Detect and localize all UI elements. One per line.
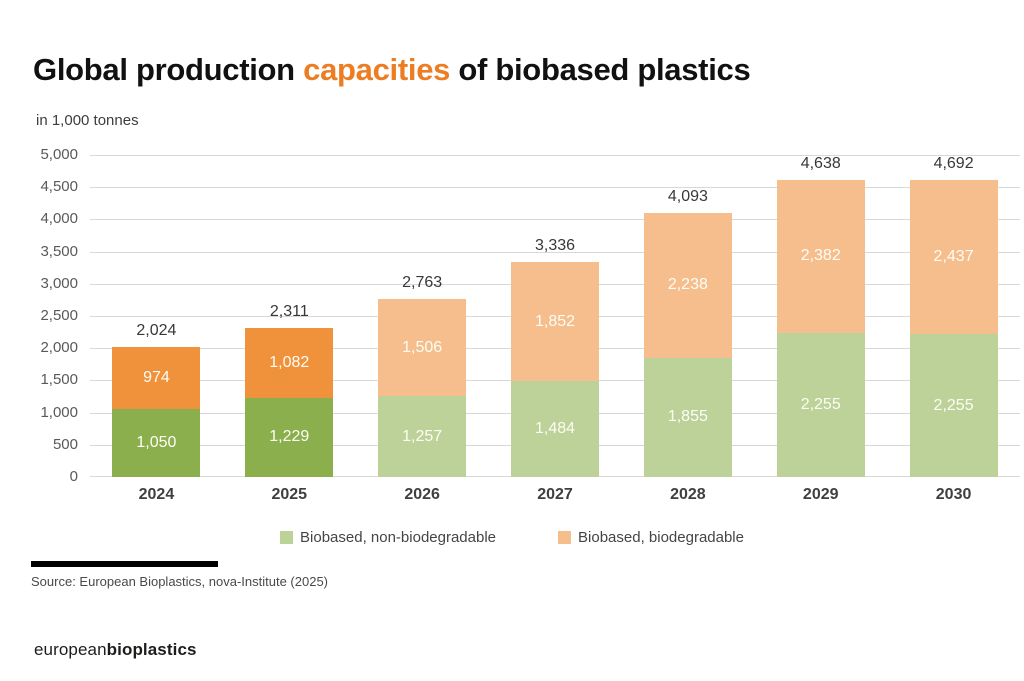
bar-segment-non-biodegradable: 1,229 [245,397,334,477]
legend-label: Biobased, biodegradable [578,529,744,546]
title-text-post: of biobased plastics [450,52,751,87]
x-axis-label: 2024 [138,486,175,503]
chart-legend: Biobased, non-biodegradable Biobased, bio… [0,529,1024,546]
bar-segment-biodegradable: 1,082 [245,328,334,398]
source-divider-bar [31,561,218,567]
bar-segment-biodegradable: 1,506 [378,299,467,396]
page-title: Global production capacities of biobased… [33,52,751,88]
chart-unit-label: in 1,000 tonnes [36,112,139,129]
x-axis-label: 2029 [802,486,839,503]
x-axis-label: 2027 [537,486,573,503]
legend-swatch-icon [558,531,572,544]
bar-segment-non-biodegradable: 1,484 [511,381,599,477]
bar-total-label: 4,692 [933,155,974,172]
chart-plot-area: 2,024 974 1,050 2,311 1,082 1,229 2,763 1,506 1,… [90,155,1020,477]
bar-segment-non-biodegradable: 1,855 [643,357,732,477]
bar-group-2027: 3,336 1,852 1,484 [489,155,622,477]
gridline [90,219,1020,221]
gridline [90,155,1020,156]
legend-item: Biobased, non-biodegradable [280,529,496,546]
y-axis-tick-label: 0 [69,468,78,485]
title-text-pre: Global production [33,52,304,87]
bar-total-label: 2,311 [269,303,309,321]
y-axis-tick-label: 2,000 [40,339,78,357]
x-axis-label: 2025 [271,486,308,503]
bar-group-2025: 2,311 1,082 1,229 [223,155,356,477]
y-axis: 0 500 1,000 1,500 2,000 2,500 3,000 3,500 4,000 4… [0,146,78,485]
bar-total-label: 3,336 [534,237,576,255]
y-axis-tick-label: 4,000 [40,210,78,228]
y-axis-tick-label: 500 [52,435,78,453]
bar-total-label: 4,638 [800,155,841,172]
bar-total-label: 4,093 [667,188,708,206]
bar-segment-biodegradable: 2,437 [909,180,998,335]
legend-label: Biobased, non-biodegradable [300,529,497,546]
gridline [90,251,1020,253]
x-axis-label: 2028 [670,486,706,503]
x-axis-label: 2030 [935,486,972,503]
bar-segment-biodegradable: 2,382 [776,180,865,333]
bar-group-2029: 4,638 2,382 2,255 [754,155,887,477]
y-axis-tick-label: 4,500 [40,178,78,196]
bar-total-label: 2,763 [402,274,443,291]
y-axis-tick-label: 3,000 [40,274,78,292]
bar-segment-non-biodegradable: 1,257 [378,396,467,477]
bar-segment-biodegradable: 1,852 [511,262,599,382]
logo-text-regular: european [34,640,107,659]
y-axis-tick-label: 5,000 [40,146,78,163]
x-axis-label: 2026 [404,486,440,503]
bar-segment-biodegradable: 2,238 [643,213,732,358]
y-axis-tick-label: 1,500 [40,371,78,389]
bar-segment-non-biodegradable: 2,255 [909,334,998,477]
bar-group-2028: 4,093 2,238 1,855 [621,155,754,477]
legend-item: Biobased, biodegradable [558,529,744,546]
bar-total-label: 2,024 [136,321,177,339]
bar-segment-non-biodegradable: 1,050 [112,409,201,477]
bar-group-2026: 2,763 1,506 1,257 [356,155,489,477]
legend-swatch-icon [280,531,294,544]
bar-group-2030: 4,692 2,437 2,255 [887,155,1020,477]
y-axis-tick-label: 2,500 [40,307,78,324]
x-axis: 2024 2025 2026 2027 2028 2029 2030 [90,486,1020,504]
gridline [90,187,1020,189]
bar-segment-non-biodegradable: 2,255 [776,332,865,477]
logo-text-bold: bioplastics [106,640,197,659]
y-axis-tick-label: 1,000 [40,403,78,421]
source-text: Source: European Bioplastics, nova-Insti… [31,574,329,589]
title-highlight: capacities [303,52,451,87]
european-bioplastics-logo: europeanbioplastics [34,640,197,660]
bar-group-2024: 2,024 974 1,050 [90,155,223,477]
bar-segment-biodegradable: 974 [112,346,201,410]
y-axis-tick-label: 3,500 [40,242,78,260]
